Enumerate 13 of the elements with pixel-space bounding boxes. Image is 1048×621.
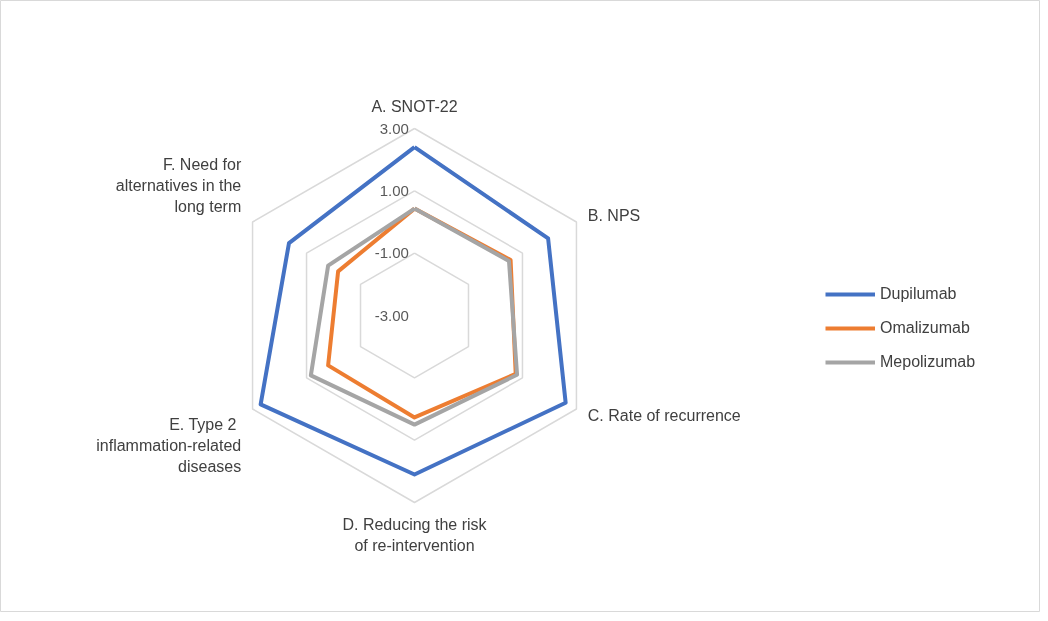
spoke-label: A. SNOT-22 [371,98,458,116]
legend-label: Dupilumab [880,285,957,303]
spoke-label: F. Need for alternatives in the long term [115,155,242,216]
y-tick-label: -1.00 [374,244,409,262]
spoke-label: B. NPS [587,206,641,224]
legend-label: Omalizumab [880,319,970,337]
legend-label: Mepolizumab [880,353,976,371]
spoke-label: E. Type 2 inflammation-related diseases [96,415,242,476]
y-tick-label: 1.00 [379,181,409,199]
y-tick-label: -3.00 [374,306,409,324]
spoke-label: C. Rate of recurrence [587,407,741,425]
spoke-label: D. Reducing the risk of re-intervention [342,515,488,554]
y-tick-label: 3.00 [379,119,409,137]
